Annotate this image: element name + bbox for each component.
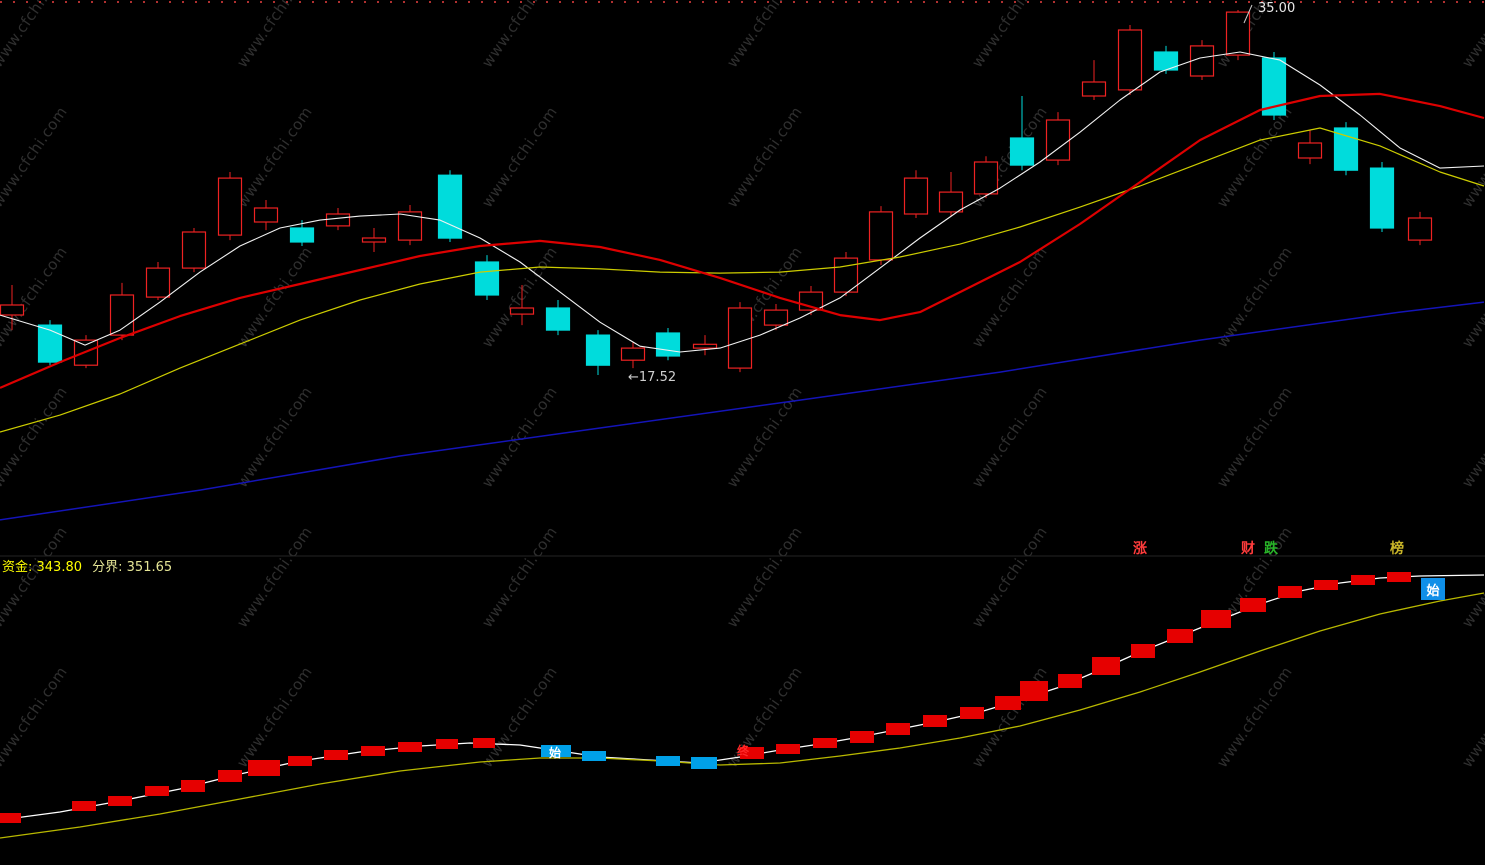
indicator-block	[740, 747, 764, 759]
indicator-block	[1314, 580, 1338, 590]
indicator-header: 资金: 343.80 分界: 351.65	[2, 556, 178, 575]
indicator-block	[1167, 629, 1193, 643]
indicator-block	[288, 756, 312, 766]
candle	[798, 286, 824, 316]
candle	[938, 172, 964, 216]
indicator-block	[1020, 681, 1048, 701]
indicator-block	[436, 739, 458, 749]
boundary-line	[0, 592, 1485, 839]
ticker-item-3[interactable]: 榜	[1390, 541, 1404, 557]
candle	[509, 285, 535, 326]
candle	[655, 328, 681, 361]
indicator-block	[361, 746, 385, 756]
candle	[1153, 45, 1179, 74]
ma-long-red	[0, 92, 1485, 389]
indicator-block	[691, 757, 717, 769]
candle	[474, 255, 500, 300]
indicator-block	[850, 731, 874, 743]
indicator-block	[1240, 598, 1266, 612]
ma-mid-yellow	[0, 127, 1485, 433]
indicator-block	[960, 707, 984, 719]
segment-end-marker: 终	[737, 744, 750, 758]
indicator-block	[0, 813, 21, 823]
indicator-block	[886, 723, 910, 735]
indicator-block	[582, 751, 606, 761]
indicator-block	[398, 742, 422, 752]
indicator-block	[1058, 674, 1082, 688]
candle	[1009, 96, 1035, 171]
segment-start-marker: 始	[549, 746, 562, 760]
indicator-block	[1092, 657, 1120, 675]
candle	[620, 342, 646, 369]
candle	[37, 320, 63, 366]
indicator-block	[656, 756, 680, 766]
candle	[868, 206, 894, 265]
candle	[397, 205, 423, 246]
candle	[1189, 40, 1215, 80]
low-price-label: ←17.52	[628, 370, 677, 385]
candle	[545, 300, 571, 336]
candle	[1261, 52, 1287, 120]
indicator-block	[1131, 644, 1155, 658]
ma-longest-blue	[0, 301, 1485, 521]
ticker-item-0[interactable]: 涨	[1133, 541, 1147, 557]
candle	[1333, 122, 1359, 176]
candle	[109, 282, 135, 341]
candle	[1081, 60, 1107, 100]
candle	[253, 200, 279, 231]
indicator-block	[181, 780, 205, 792]
candle	[833, 252, 859, 297]
candle	[437, 170, 463, 242]
candle	[585, 330, 611, 375]
boundary-value-label: 分界: 351.65	[92, 560, 173, 575]
ticker-item-1[interactable]: 财	[1241, 541, 1255, 557]
indicator-block	[1201, 610, 1231, 628]
indicator-block	[145, 786, 169, 796]
indicator-block	[108, 796, 132, 806]
candle	[361, 228, 387, 252]
candle	[1369, 162, 1395, 232]
candle	[1117, 25, 1143, 95]
fund-value-label: 资金: 343.80	[2, 560, 82, 575]
candle	[1297, 130, 1323, 165]
indicator-block	[1387, 572, 1411, 582]
ma-short-white	[0, 51, 1485, 353]
candle	[763, 304, 789, 331]
candle	[0, 285, 25, 331]
candle	[692, 335, 718, 356]
candle	[1407, 211, 1433, 246]
candle	[145, 262, 171, 300]
indicator-block	[541, 745, 571, 757]
indicator-block	[72, 801, 96, 811]
peak-flag-line	[1243, 4, 1253, 24]
peak-price-label: 35.00	[1258, 1, 1296, 16]
candle	[289, 220, 315, 246]
candle	[181, 228, 207, 273]
indicator-block	[813, 738, 837, 748]
indicator-block	[248, 760, 280, 776]
candle	[727, 302, 753, 373]
indicator-block	[776, 744, 800, 754]
indicator-block	[473, 738, 495, 748]
candle	[1045, 112, 1071, 166]
top-dotted-line	[0, 1, 1485, 3]
indicator-block	[995, 696, 1021, 710]
indicator-block	[1278, 586, 1302, 598]
indicator-block	[324, 750, 348, 760]
indicator-block	[923, 715, 947, 727]
candle	[973, 156, 999, 199]
candle	[903, 170, 929, 218]
start-badge: 始	[1421, 578, 1445, 600]
ticker-item-2[interactable]: 跌	[1264, 541, 1278, 557]
indicator-block	[1351, 575, 1375, 585]
candle	[217, 172, 243, 241]
indicator-block	[218, 770, 242, 782]
